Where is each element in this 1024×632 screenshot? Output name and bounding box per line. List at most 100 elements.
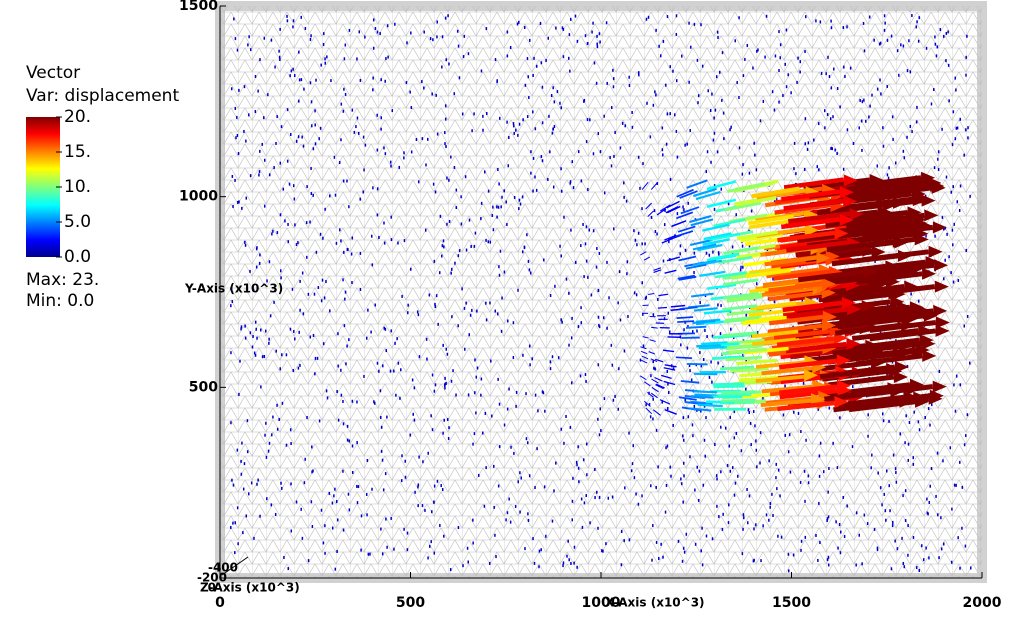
vector-dot	[716, 30, 719, 34]
vector-dot	[759, 461, 761, 465]
vector-arrow	[676, 188, 694, 198]
vector-dot	[656, 232, 658, 236]
vector-dot	[568, 33, 571, 37]
vector-dot	[363, 374, 365, 378]
vector-head	[885, 180, 900, 193]
vector-dot	[331, 501, 334, 505]
vector-dot	[353, 130, 356, 134]
vector-dot	[934, 42, 937, 46]
vector-dot	[366, 513, 368, 517]
vector-head	[825, 250, 840, 263]
vector-dot	[773, 108, 776, 112]
vector-dot	[733, 436, 736, 440]
vector-dot	[688, 363, 691, 367]
vector-dot	[745, 313, 747, 317]
vector-dot	[286, 19, 289, 23]
vector-dot	[727, 521, 730, 525]
vector-dot	[536, 447, 538, 451]
vector-dot	[429, 37, 432, 41]
vector-dot	[234, 37, 237, 41]
vector-dot	[472, 518, 474, 522]
vector-dot	[255, 327, 257, 331]
vector-dot	[618, 270, 621, 274]
vector-arrow	[676, 316, 694, 320]
vector-dot	[729, 415, 731, 419]
vector-dot	[372, 46, 375, 50]
vector-arrow	[719, 365, 755, 371]
vector-dot	[563, 215, 565, 219]
vector-dot	[672, 69, 674, 73]
vector-dot	[826, 113, 829, 117]
vector-dot	[336, 390, 338, 394]
vector-dot	[417, 485, 419, 489]
vector-dot	[312, 469, 314, 473]
vector-dot	[433, 259, 436, 263]
vector-head	[863, 265, 878, 278]
vector-dot	[738, 16, 740, 20]
vector-arrow	[786, 240, 848, 253]
vector-head	[919, 334, 934, 347]
vector-dot	[230, 351, 232, 355]
vector-dot	[576, 463, 578, 467]
vector-dot	[928, 556, 930, 560]
vector-dot	[673, 113, 676, 117]
vector-arrow	[706, 198, 737, 208]
vector-dot	[965, 128, 967, 132]
vector-dot	[788, 433, 791, 437]
vector-arrow	[686, 179, 708, 189]
vector-dot	[467, 52, 470, 56]
vector-dot	[675, 79, 678, 83]
vector-dot	[500, 329, 503, 333]
vector-dot	[665, 446, 667, 450]
vector-dot	[666, 15, 669, 19]
vector-dot	[628, 84, 631, 88]
vector-arrow	[644, 381, 651, 387]
vector-dot	[675, 14, 678, 18]
vector-dot	[348, 439, 351, 443]
vector-dot	[383, 241, 386, 245]
vector-dot	[842, 26, 845, 30]
vector-arrow	[783, 177, 845, 190]
vector-arrow	[837, 284, 905, 297]
vector-dot	[602, 549, 604, 553]
vector-dot	[886, 373, 888, 377]
vector-dot	[890, 567, 893, 571]
vector-dot	[300, 78, 303, 82]
vector-arrow	[748, 218, 796, 230]
vector-dot	[587, 275, 589, 279]
vector-arrow	[761, 366, 813, 376]
vector-dot	[537, 409, 539, 413]
vector-dot	[403, 527, 405, 531]
vector-dot	[799, 480, 802, 484]
vector-dot	[654, 230, 657, 234]
vector-dot	[804, 15, 807, 19]
vector-dot	[915, 120, 918, 124]
vector-arrow	[778, 358, 838, 370]
vector-dot	[336, 518, 339, 522]
vector-dot	[397, 241, 399, 245]
vector-dot	[480, 201, 483, 205]
vector-head	[921, 194, 936, 207]
vector-dot	[710, 160, 712, 164]
vector-dot	[574, 14, 577, 18]
vector-arrow	[747, 214, 794, 226]
vector-arrow	[685, 325, 707, 329]
vector-dot	[501, 296, 503, 300]
vector-dot	[741, 552, 744, 556]
vector-arrow	[832, 343, 899, 356]
vector-dot	[259, 149, 261, 153]
vector-dot	[827, 490, 829, 494]
vector-dot	[405, 81, 408, 85]
vector-dot	[565, 277, 568, 281]
vector-dot	[804, 142, 807, 146]
vector-dot	[552, 86, 554, 90]
vector-dot	[422, 460, 424, 464]
vector-dot	[453, 92, 456, 96]
vector-dot	[371, 487, 373, 491]
vector-dot	[863, 49, 866, 53]
vector-dot	[382, 488, 385, 492]
vector-dot	[503, 189, 505, 193]
vector-dot	[710, 360, 712, 364]
vector-dot	[585, 140, 588, 144]
vector-dot	[729, 469, 732, 473]
